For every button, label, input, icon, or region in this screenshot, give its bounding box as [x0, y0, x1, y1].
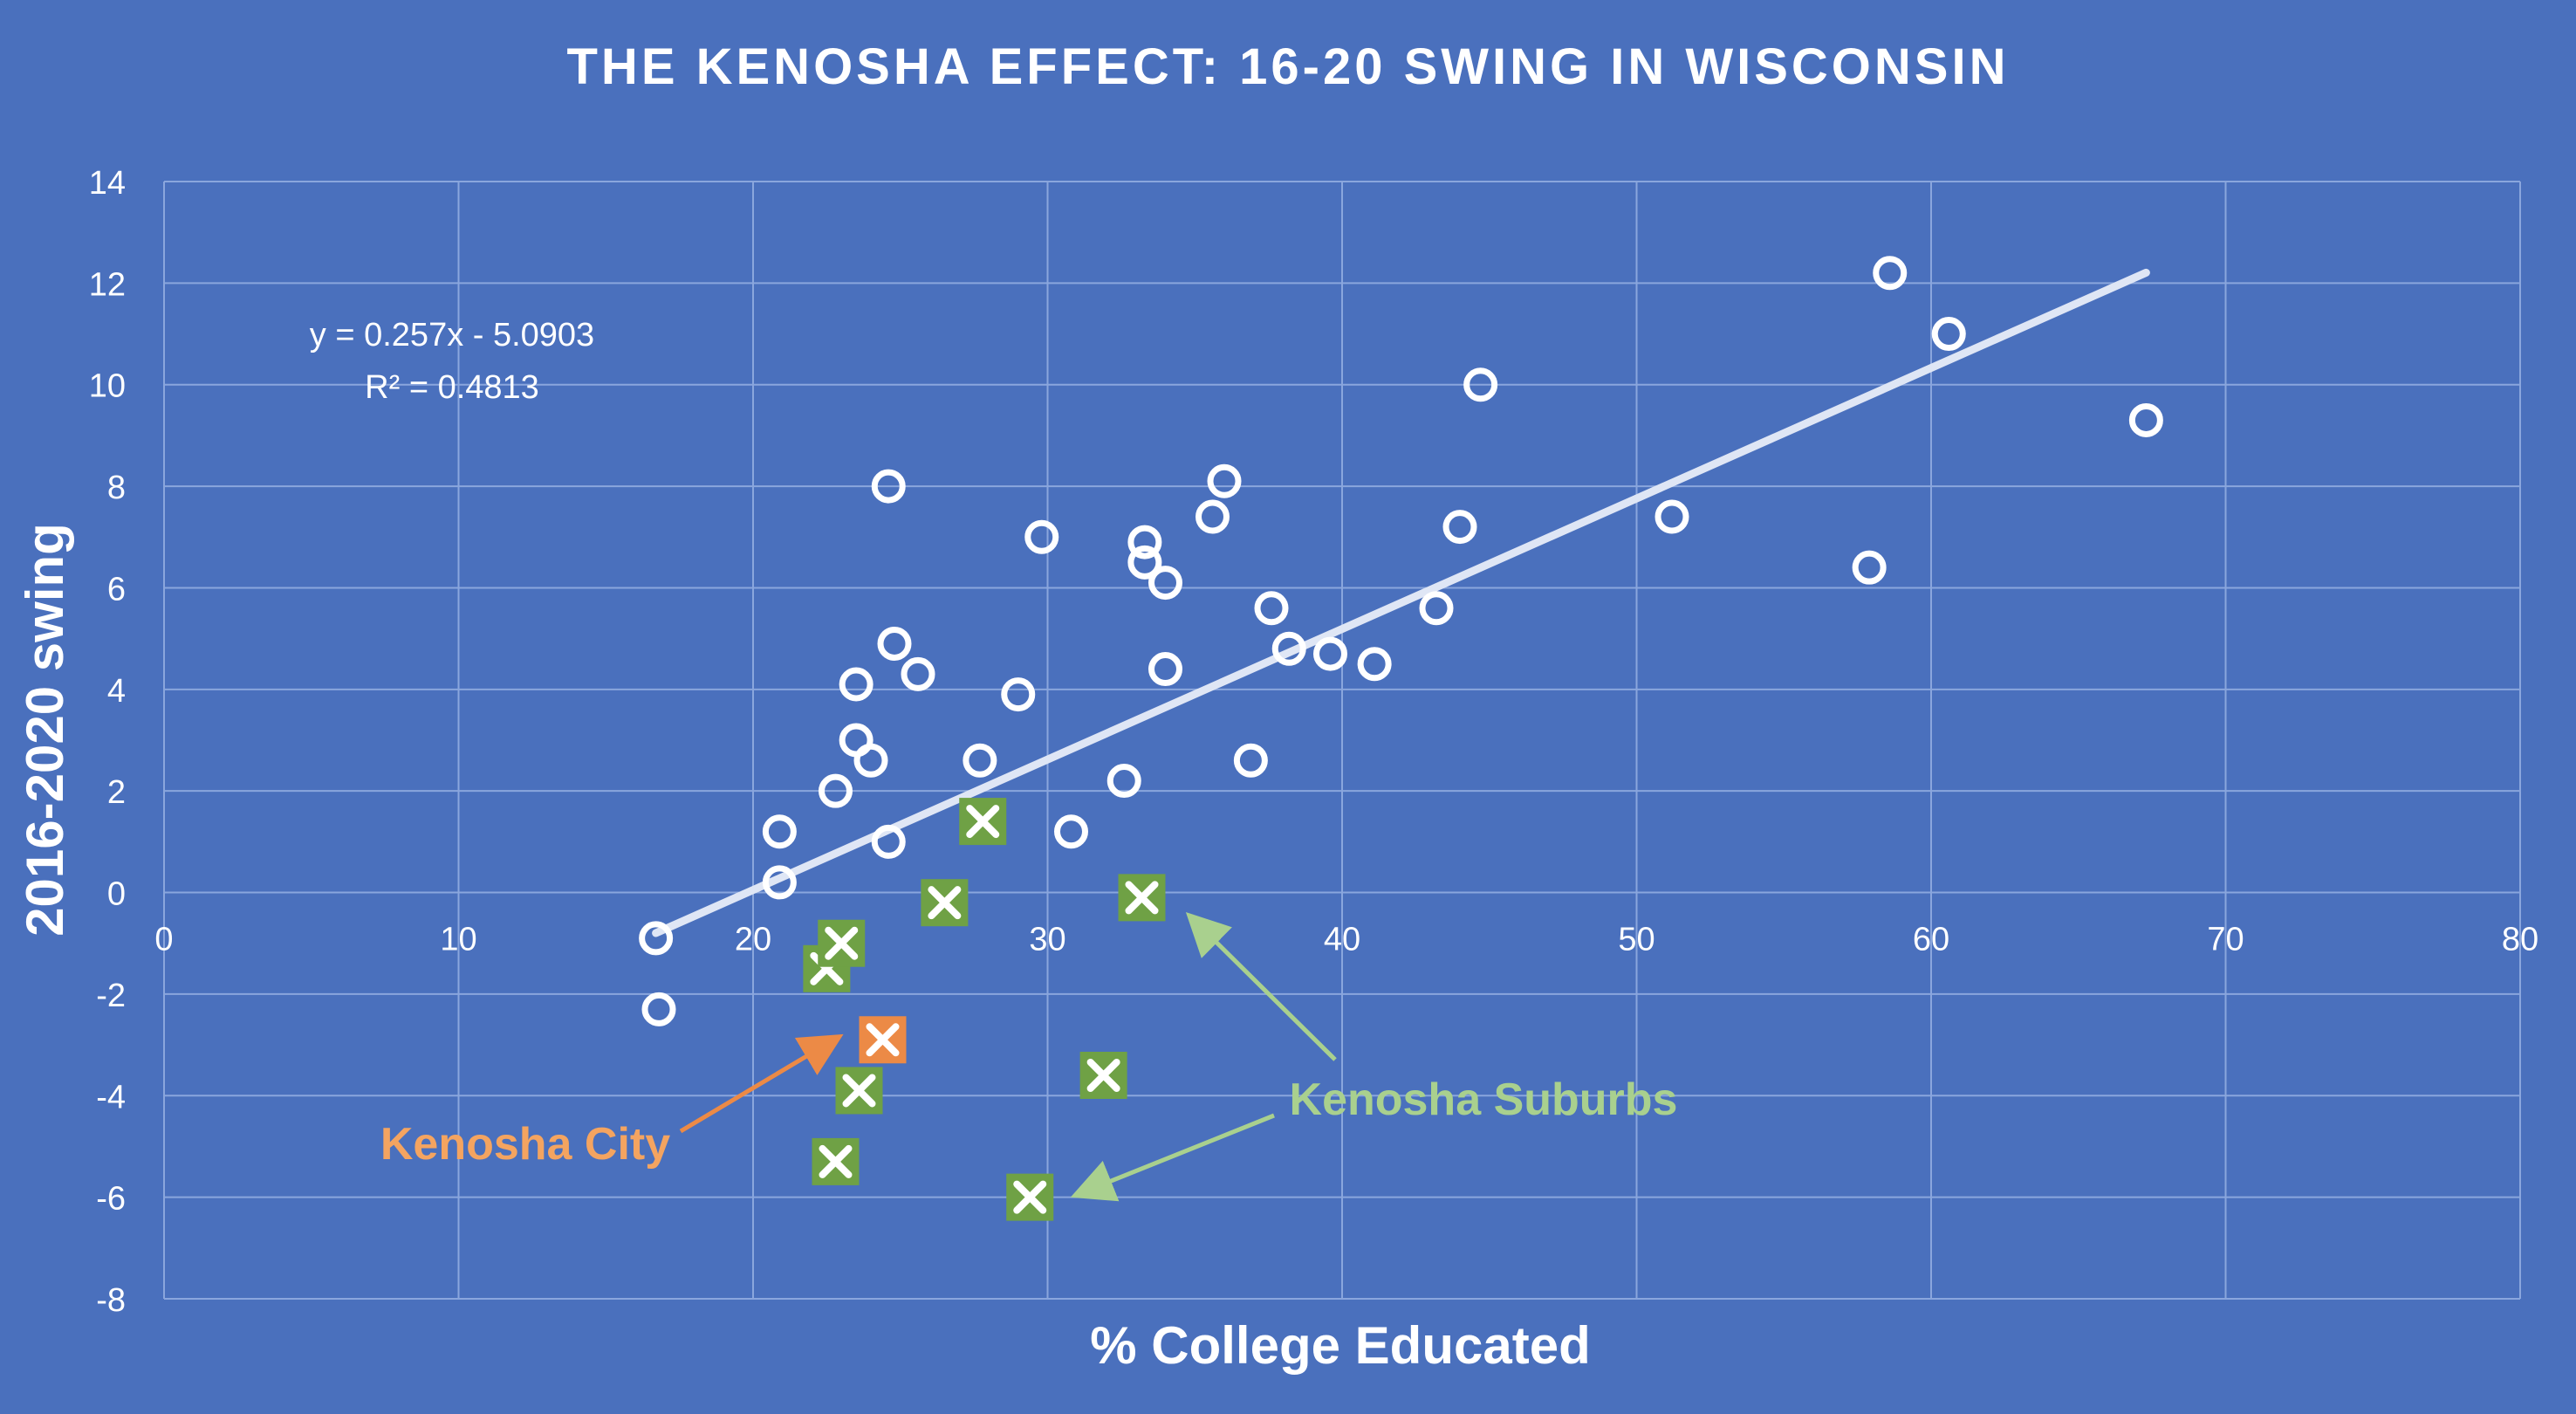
county-point — [1024, 519, 1059, 554]
county-point — [819, 773, 853, 808]
y-tick-label: 4 — [107, 673, 126, 710]
y-tick-label: -8 — [96, 1282, 126, 1319]
county-point — [1148, 566, 1182, 601]
kenosha-suburb-point — [1006, 1173, 1054, 1221]
kenosha-suburb-point — [1079, 1052, 1127, 1099]
marker-cross-stroke — [1086, 1059, 1120, 1092]
x-tick-label: 40 — [1324, 922, 1360, 958]
y-tick-label: 8 — [107, 470, 126, 506]
y-tick-label: 0 — [107, 876, 126, 913]
x-tick-label: 70 — [2207, 922, 2244, 958]
county-point — [639, 921, 674, 956]
county-point — [1254, 591, 1289, 626]
kenosha-suburb-point — [959, 798, 1007, 846]
county-point — [1127, 525, 1162, 559]
marker-cross-stroke — [1013, 1180, 1047, 1214]
x-axis-label: % College Educated — [1090, 1316, 1590, 1375]
county-point — [762, 865, 797, 900]
county-point — [1271, 631, 1306, 666]
county-point — [1148, 652, 1182, 687]
marker-cross-stroke — [1125, 881, 1159, 915]
county-point — [1463, 367, 1498, 402]
y-tick-label: -4 — [96, 1079, 126, 1115]
county-point — [871, 824, 906, 859]
x-tick-label: 60 — [1913, 922, 1949, 958]
county-point — [1655, 499, 1689, 534]
x-tick-label: 20 — [735, 922, 771, 958]
marker-cross-stroke — [966, 805, 1000, 839]
y-tick-label: -2 — [96, 978, 126, 1014]
county-point — [853, 743, 888, 778]
y-tick-label: -6 — [96, 1181, 126, 1218]
annotation-arrow — [1070, 1113, 1275, 1202]
annotation-arrow — [1185, 911, 1337, 1061]
y-tick-label: 12 — [89, 266, 126, 303]
x-tick-label: 30 — [1029, 922, 1065, 958]
axis-ticks: 10 20 30 40 50 60 70 80 -8 -6 -4 -2 0 2 4 6 8 10 12 14 0 — [89, 165, 2538, 1319]
x-tick-label: 0 — [154, 922, 173, 958]
y-tick-label: 6 — [107, 571, 126, 607]
county-point — [1357, 647, 1392, 682]
marker-cross-stroke — [928, 886, 962, 920]
annotation-arrow — [679, 1033, 844, 1134]
county-point — [1196, 499, 1230, 534]
county-point — [1207, 463, 1242, 498]
kenosha-city-point — [859, 1016, 907, 1064]
trendline — [652, 268, 2150, 937]
county-point — [871, 469, 906, 504]
trendline-group — [652, 268, 2150, 937]
county-point — [1054, 814, 1088, 849]
chart-title: THE KENOSHA EFFECT: 16-20 SWING IN WISCO… — [567, 38, 2010, 95]
y-tick-label: 2 — [107, 774, 126, 811]
county-point — [1852, 550, 1887, 585]
y-axis-label: 2016-2020 swing — [16, 523, 74, 937]
county-point — [877, 626, 912, 661]
county-point — [762, 814, 797, 849]
marker-cross-stroke — [825, 926, 859, 960]
kenosha-suburb-point — [921, 879, 969, 927]
county-point — [839, 667, 874, 702]
marker-cross-stroke — [819, 1144, 853, 1178]
kenosha-suburbs-label: Kenosha Suburbs — [1290, 1074, 1678, 1125]
grid — [163, 181, 2521, 1300]
data-points — [639, 256, 2163, 1221]
annotation-arrows — [679, 911, 1337, 1202]
trendline-equation: y = 0.257x - 5.0903 — [310, 317, 594, 354]
kenosha-city-label: Kenosha City — [380, 1119, 670, 1170]
county-point — [1127, 545, 1162, 580]
marker-cross-stroke — [866, 1023, 900, 1057]
x-tick-label: 80 — [2502, 922, 2538, 958]
county-point — [1931, 317, 1966, 352]
trendline-r-squared: R² = 0.4813 — [365, 369, 539, 406]
y-tick-label: 14 — [89, 165, 126, 202]
county-point — [1873, 256, 1908, 291]
county-point — [1442, 510, 1477, 545]
county-point — [1313, 636, 1347, 671]
county-point — [1419, 591, 1454, 626]
x-tick-label: 10 — [440, 922, 476, 958]
county-point — [901, 656, 935, 691]
kenosha-suburb-point — [818, 919, 866, 967]
county-point — [1106, 764, 1141, 799]
county-point — [2128, 402, 2163, 437]
kenosha-suburb-point — [812, 1137, 860, 1185]
kenosha-suburb-point — [1118, 874, 1166, 922]
county-point — [963, 743, 997, 778]
county-point — [1001, 677, 1036, 712]
marker-cross-stroke — [842, 1074, 876, 1108]
county-point — [641, 992, 676, 1026]
y-tick-label: 10 — [89, 368, 126, 405]
x-tick-label: 50 — [1618, 922, 1655, 958]
kenosha-suburb-point — [835, 1067, 883, 1115]
county-point — [1233, 743, 1268, 778]
